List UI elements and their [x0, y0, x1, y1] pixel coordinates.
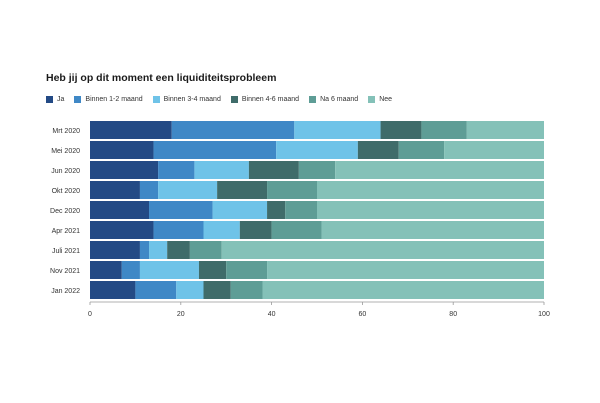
bar-segment: [90, 221, 154, 239]
legend-label: Binnen 1-2 maand: [85, 96, 143, 103]
bar-segment: [239, 221, 272, 239]
legend-swatch: [74, 96, 82, 103]
bar-segment: [466, 121, 544, 139]
bar-segment: [444, 141, 544, 159]
bar-segment: [167, 241, 190, 259]
bar-segment: [90, 161, 159, 179]
bar-segment: [149, 241, 168, 259]
x-tick-label: 0: [88, 311, 92, 318]
category-label: Okt 2020: [52, 188, 81, 195]
bar-segment: [153, 141, 277, 159]
legend-label: Ja: [57, 96, 65, 103]
bar-segment: [221, 241, 544, 259]
bar-segment: [153, 221, 204, 239]
category-label: Mrt 2020: [52, 128, 80, 135]
bar-segment: [90, 141, 154, 159]
bar-segment: [217, 181, 268, 199]
legend-item: Ja: [46, 96, 64, 103]
bar-segment: [90, 281, 136, 299]
category-label: Dec 2020: [50, 208, 80, 215]
legend-swatch: [309, 96, 317, 103]
bar-segment: [267, 181, 317, 199]
legend-label: Nee: [379, 96, 393, 103]
bar-segment: [357, 141, 399, 159]
bar-segment: [158, 161, 195, 179]
category-label: Mei 2020: [51, 148, 80, 155]
bar-segment: [230, 281, 263, 299]
legend-swatch: [152, 96, 160, 103]
legend-swatch: [46, 96, 53, 103]
bar-segment: [203, 221, 240, 239]
bar-segment: [298, 161, 336, 179]
bar-segment: [90, 121, 172, 139]
x-tick-label: 80: [449, 311, 457, 318]
x-tick-label: 100: [538, 311, 550, 318]
legend-label: Binnen 4-6 maand: [241, 96, 300, 103]
legend: Ja Binnen 1-2 maand Binnen 3-4 maand Binnen…: [46, 96, 392, 103]
legend-swatch: [368, 96, 376, 103]
legend-item: Binnen 1-2 maand: [74, 96, 143, 103]
bar-segment: [317, 201, 544, 219]
bar-segment: [267, 261, 544, 279]
category-label: Apr 2021: [52, 228, 81, 235]
bar-segment: [171, 121, 295, 139]
bar-segment: [285, 201, 317, 219]
bar-segment: [90, 201, 150, 219]
legend-item: Binnen 4-6 maand: [230, 96, 300, 103]
x-tick-label: 60: [359, 311, 367, 318]
bar-segment: [226, 261, 268, 279]
bar-segment: [321, 221, 544, 239]
x-tick-label: 20: [177, 311, 185, 318]
bar-segment: [317, 181, 544, 199]
bar-segment: [158, 181, 218, 199]
bar-segment: [135, 281, 177, 299]
legend-item: Na 6 maand: [309, 96, 358, 103]
chart-title: Heb jij op dit moment een liquiditeitspr…: [46, 72, 277, 84]
bar-segment: [90, 261, 122, 279]
bar-segment: [294, 121, 381, 139]
bar-segment: [203, 281, 231, 299]
legend-item: Nee: [368, 96, 392, 103]
bar-segment: [267, 201, 286, 219]
bar-segment: [380, 121, 422, 139]
bar-segment: [176, 281, 204, 299]
category-label: Jan 2022: [51, 288, 80, 295]
bar-segment: [262, 281, 544, 299]
bar-segment: [421, 121, 467, 139]
legend-swatch: [230, 96, 238, 103]
category-label: Jun 2020: [51, 168, 80, 175]
bar-segment: [189, 241, 222, 259]
bar-segment: [139, 181, 159, 199]
x-tick-label: 40: [268, 311, 276, 318]
legend-label: Binnen 3-4 maand: [163, 96, 221, 103]
bar-segment: [398, 141, 445, 159]
bar-segment: [335, 161, 544, 179]
bar-segment: [271, 221, 322, 239]
bar-segment: [248, 161, 299, 179]
bar-segment: [90, 241, 140, 259]
bar-segment: [90, 181, 140, 199]
bar-segment: [212, 201, 268, 219]
bar-segment: [121, 261, 140, 279]
bar-segment: [149, 201, 213, 219]
legend-item: Binnen 3-4 maand: [152, 96, 221, 103]
bar-segment: [194, 161, 249, 179]
bar-segment: [276, 141, 358, 159]
legend-label: Na 6 maand: [320, 96, 359, 103]
category-label: Juli 2021: [52, 248, 80, 255]
bar-segment: [139, 261, 199, 279]
bar-segment: [198, 261, 227, 279]
bar-segment: [139, 241, 150, 259]
category-label: Nov 2021: [50, 268, 80, 275]
